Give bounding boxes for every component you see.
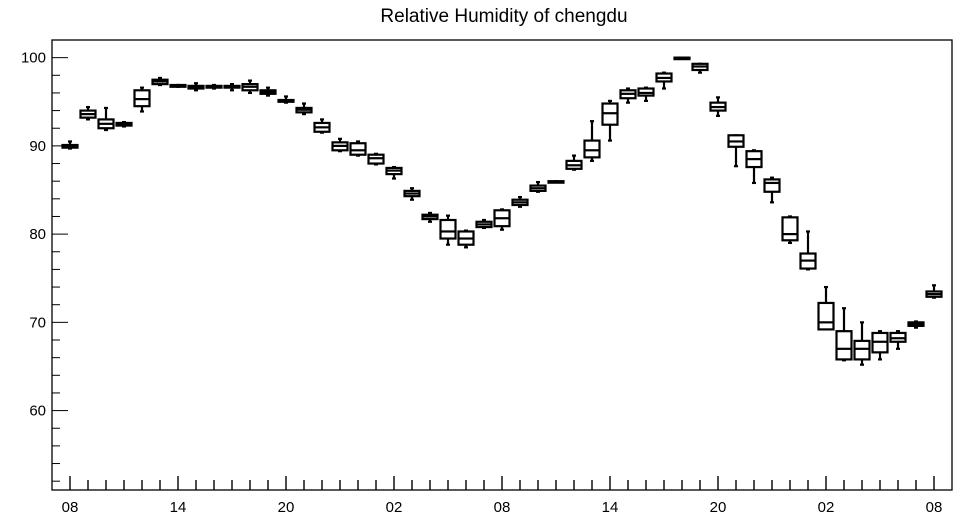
iqr-box — [853, 339, 871, 361]
x-tick-label: 08 — [926, 499, 943, 516]
box-series — [61, 56, 943, 366]
box-hour-18 — [385, 165, 403, 180]
box-hour-0 — [61, 140, 79, 150]
box-hour-35 — [691, 62, 709, 74]
box-hour-44 — [853, 321, 871, 366]
y-axis: 60 70 80 90 100 — [21, 39, 68, 482]
box-hour-11 — [259, 86, 277, 97]
x-tick-label: 02 — [386, 499, 403, 516]
x-tick-label: 08 — [494, 499, 511, 516]
box-hour-40 — [781, 215, 799, 245]
box-hour-24 — [493, 208, 511, 231]
box-hour-36 — [709, 96, 727, 117]
y-tick-label: 80 — [29, 226, 46, 243]
box-hour-13 — [295, 102, 313, 116]
box-hour-45 — [871, 330, 889, 361]
iqr-box — [817, 301, 835, 331]
iqr-box — [763, 178, 781, 193]
x-tick-label: 14 — [170, 499, 187, 516]
box-hour-47 — [907, 320, 925, 329]
chart-title: Relative Humidity of chengdu — [380, 6, 627, 27]
box-hour-10 — [241, 79, 259, 95]
box-hour-27 — [547, 180, 565, 184]
box-hour-38 — [745, 149, 763, 185]
box-hour-30 — [601, 99, 619, 142]
box-hour-3 — [115, 120, 133, 128]
box-hour-2 — [97, 106, 115, 132]
box-hour-21 — [439, 214, 457, 246]
box-hour-1 — [79, 105, 97, 121]
box-hour-25 — [511, 195, 529, 208]
box-hour-31 — [619, 87, 637, 104]
box-hour-20 — [421, 211, 439, 223]
y-tick-label: 70 — [29, 314, 46, 331]
box-hour-29 — [583, 120, 601, 162]
box-hour-4 — [133, 86, 151, 113]
x-tick-label: 08 — [62, 499, 79, 516]
box-hour-22 — [457, 229, 475, 249]
y-tick-label: 60 — [29, 403, 46, 420]
box-hour-5 — [151, 76, 169, 87]
box-hour-43 — [835, 307, 853, 362]
box-hour-46 — [889, 330, 907, 350]
iqr-box — [835, 330, 853, 361]
box-hour-17 — [367, 152, 385, 166]
box-hour-19 — [403, 187, 421, 201]
x-tick-label: 14 — [602, 499, 619, 516]
box-hour-37 — [727, 134, 745, 168]
x-tick-label: 20 — [278, 499, 295, 516]
x-tick-label: 02 — [818, 499, 835, 516]
iqr-box — [583, 139, 601, 159]
box-hour-48 — [925, 284, 943, 299]
x-tick-label: 20 — [710, 499, 727, 516]
box-hour-26 — [529, 180, 547, 193]
box-hour-16 — [349, 140, 367, 157]
box-hour-32 — [637, 86, 655, 102]
box-hour-41 — [799, 230, 817, 271]
plot-frame — [51, 39, 953, 491]
box-hour-12 — [277, 95, 295, 104]
box-hour-9 — [223, 83, 241, 92]
iqr-box — [439, 218, 457, 240]
box-hour-15 — [331, 137, 349, 153]
box-hour-23 — [475, 218, 493, 230]
box-hour-34 — [673, 56, 691, 61]
box-hour-42 — [817, 285, 835, 331]
box-hour-28 — [565, 154, 583, 171]
box-hour-39 — [763, 176, 781, 204]
box-hour-33 — [655, 71, 673, 90]
box-hour-14 — [313, 118, 331, 134]
y-tick-label: 90 — [29, 138, 46, 155]
box-hour-8 — [205, 83, 223, 90]
box-hour-7 — [187, 82, 205, 92]
y-tick-label: 100 — [21, 50, 46, 67]
iqr-box — [781, 216, 799, 242]
iqr-box — [349, 142, 367, 156]
box-hour-6 — [169, 83, 187, 88]
x-axis: 08 14 20 02 08 14 20 02 08 — [62, 476, 943, 516]
